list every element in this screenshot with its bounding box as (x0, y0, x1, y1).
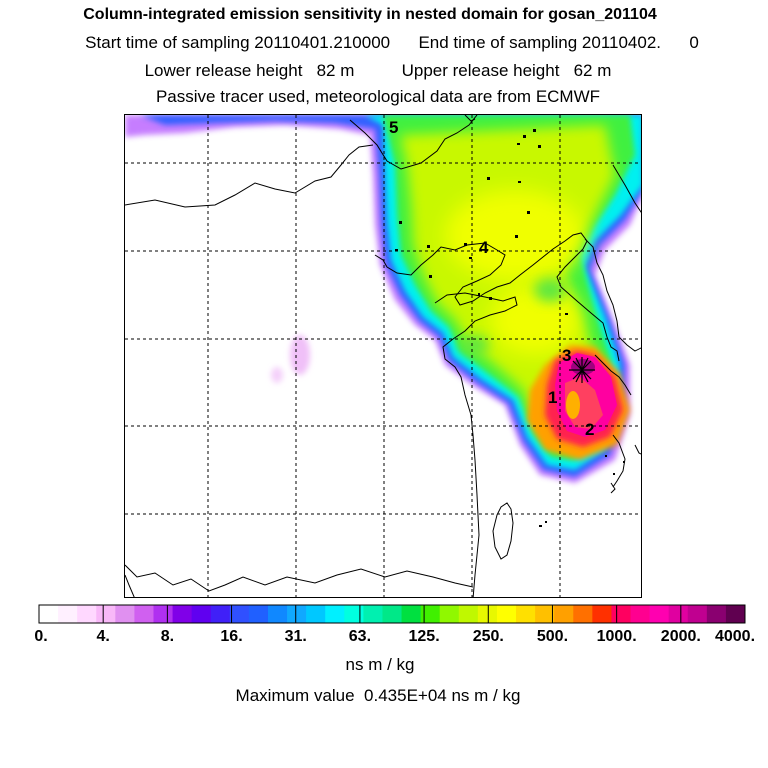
colorbar-swatch (58, 605, 78, 623)
colorbar-swatch (229, 605, 250, 623)
colorbar-swatch (516, 605, 536, 623)
colorbar-tick-label: 250. (472, 628, 504, 645)
coastline-korea-south (594, 354, 632, 396)
hotspot-orange-core (566, 391, 580, 419)
colorbar-swatch (115, 605, 135, 623)
colorbar-swatch (573, 605, 593, 623)
plume-green-spot (534, 278, 566, 302)
colorbar-swatch (210, 605, 231, 623)
release-height-line: Lower release height 82 m Upper release … (144, 61, 612, 80)
border-southwest (125, 564, 474, 592)
plume-green-spot-2 (461, 335, 489, 355)
sensitivity-plume (125, 115, 641, 483)
coastline-shandong (434, 292, 518, 597)
sampling-time-line: Start time of sampling 20110401.210000 E… (85, 33, 699, 52)
colorbar-tick-label: 500. (536, 628, 569, 645)
coast-kyushu (612, 434, 626, 488)
colorbar-border (38, 604, 746, 624)
colorbar-swatch (725, 605, 746, 623)
coastline-china-east (374, 232, 620, 362)
map-dots (395, 129, 625, 527)
coastlines (125, 115, 641, 597)
plume-yellow-patch-central (490, 285, 580, 355)
colorbar-swatch (344, 605, 364, 623)
colorbar-swatch (420, 605, 441, 623)
colorbar-tick-label: 2000. (660, 628, 701, 645)
colorbar-swatch (630, 605, 651, 623)
coast-south (125, 574, 135, 597)
colorbar-tick-label: 4000. (714, 628, 756, 645)
coastline-korea (584, 238, 641, 352)
colorbar-swatch (96, 605, 116, 623)
colorbar-swatch (39, 605, 59, 623)
colorbar-swatch (554, 605, 574, 623)
colorbar-swatch (649, 605, 670, 623)
marker-3: 3 (562, 346, 571, 365)
border-northeast (464, 115, 476, 122)
colorbar-swatch (401, 605, 422, 623)
plume-faint-patch-west (290, 335, 310, 375)
star-burst-icon (569, 357, 595, 383)
colorbar-swatch (439, 605, 460, 623)
colorbar-tick-label: 1000. (596, 628, 637, 645)
colorbar-swatch (687, 605, 708, 623)
colorbar-swatch (325, 605, 345, 623)
colorbar-swatch (191, 605, 212, 623)
colorbar-swatch (477, 605, 498, 623)
colorbar-swatch (153, 605, 174, 623)
colorbar-swatch (363, 605, 383, 623)
colorbar-swatch (496, 605, 517, 623)
colorbar-swatch (267, 605, 288, 623)
units-label: ns m / kg (345, 655, 415, 674)
marker-2: 2 (585, 420, 594, 439)
colorbar-swatch (248, 605, 269, 623)
island-taiwan (492, 502, 514, 560)
maximum-value-label: Maximum value 0.435E+04 ns m / kg (235, 686, 521, 705)
colorbar-tick-label: 125. (408, 628, 440, 645)
colorbar-tick-label: 63. (348, 628, 372, 645)
colorbar-swatch (592, 605, 612, 623)
plume-faint-patch-west-2 (271, 367, 283, 383)
colorbar-tick-label: 4. (96, 628, 110, 645)
island-japan-south (634, 444, 641, 455)
map-canvas: 1 2 3 4 5 (125, 115, 641, 597)
colorbar-swatch (306, 605, 326, 623)
colorbar (38, 604, 746, 624)
plot-title: Column-integrated emission sensitivity i… (83, 6, 657, 23)
tracer-info-line: Passive tracer used, meteorological data… (155, 87, 601, 106)
coast-northeast-inlet (612, 164, 641, 213)
colorbar-tick-label: 31. (284, 628, 307, 645)
marker-5: 5 (389, 118, 398, 137)
colorbar-swatch (668, 605, 689, 623)
colorbar-swatch (134, 605, 154, 623)
lat-lon-grid (125, 115, 641, 597)
colorbar-swatch (458, 605, 479, 623)
emission-sensitivity-map: 1 2 3 4 5 (124, 114, 642, 598)
colorbar-swatch (382, 605, 403, 623)
coast-northwest (125, 144, 374, 208)
marker-1: 1 (548, 388, 557, 407)
colorbar-swatch (287, 605, 307, 623)
colorbar-tick-label: 8. (160, 628, 175, 645)
colorbar-swatch (611, 605, 632, 623)
colorbar-tick-label: 0. (34, 628, 48, 645)
marker-4: 4 (479, 238, 489, 257)
coast-okinawa (610, 482, 616, 494)
colorbar-swatch (77, 605, 97, 623)
colorbar-swatch (535, 605, 555, 623)
colorbar-swatch (706, 605, 727, 623)
colorbar-swatch (172, 605, 193, 623)
colorbar-tick-label: 16. (220, 628, 243, 645)
